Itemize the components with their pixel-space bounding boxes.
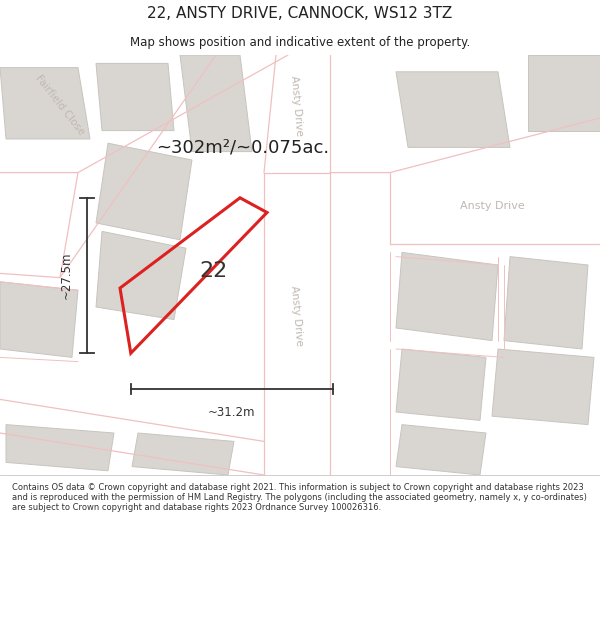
Polygon shape	[0, 399, 264, 475]
Polygon shape	[390, 173, 600, 244]
Polygon shape	[0, 173, 78, 278]
Polygon shape	[504, 257, 588, 349]
Text: Ansty Drive: Ansty Drive	[289, 75, 305, 136]
Polygon shape	[396, 72, 510, 148]
Polygon shape	[264, 173, 330, 475]
Text: Ansty Drive: Ansty Drive	[289, 285, 305, 346]
Text: Ansty Drive: Ansty Drive	[460, 201, 524, 211]
Polygon shape	[0, 68, 90, 139]
Text: ~27.5m: ~27.5m	[59, 252, 73, 299]
Polygon shape	[96, 231, 186, 319]
Text: ~31.2m: ~31.2m	[208, 406, 256, 419]
Polygon shape	[528, 55, 600, 131]
Polygon shape	[396, 253, 498, 341]
Polygon shape	[0, 282, 78, 357]
Text: ~302m²/~0.075ac.: ~302m²/~0.075ac.	[156, 138, 329, 156]
Polygon shape	[180, 55, 252, 152]
Polygon shape	[492, 349, 594, 424]
Polygon shape	[6, 424, 114, 471]
Text: 22, ANSTY DRIVE, CANNOCK, WS12 3TZ: 22, ANSTY DRIVE, CANNOCK, WS12 3TZ	[148, 6, 452, 21]
Polygon shape	[96, 63, 174, 131]
Text: Fairfield Close: Fairfield Close	[34, 74, 86, 138]
Polygon shape	[330, 55, 600, 172]
Polygon shape	[396, 424, 486, 475]
Polygon shape	[264, 55, 330, 172]
Text: Map shows position and indicative extent of the property.: Map shows position and indicative extent…	[130, 36, 470, 49]
Polygon shape	[396, 349, 486, 421]
Text: 22: 22	[199, 261, 227, 281]
Polygon shape	[96, 143, 192, 240]
Polygon shape	[0, 55, 288, 172]
Text: Contains OS data © Crown copyright and database right 2021. This information is : Contains OS data © Crown copyright and d…	[12, 482, 587, 512]
Polygon shape	[132, 433, 234, 475]
